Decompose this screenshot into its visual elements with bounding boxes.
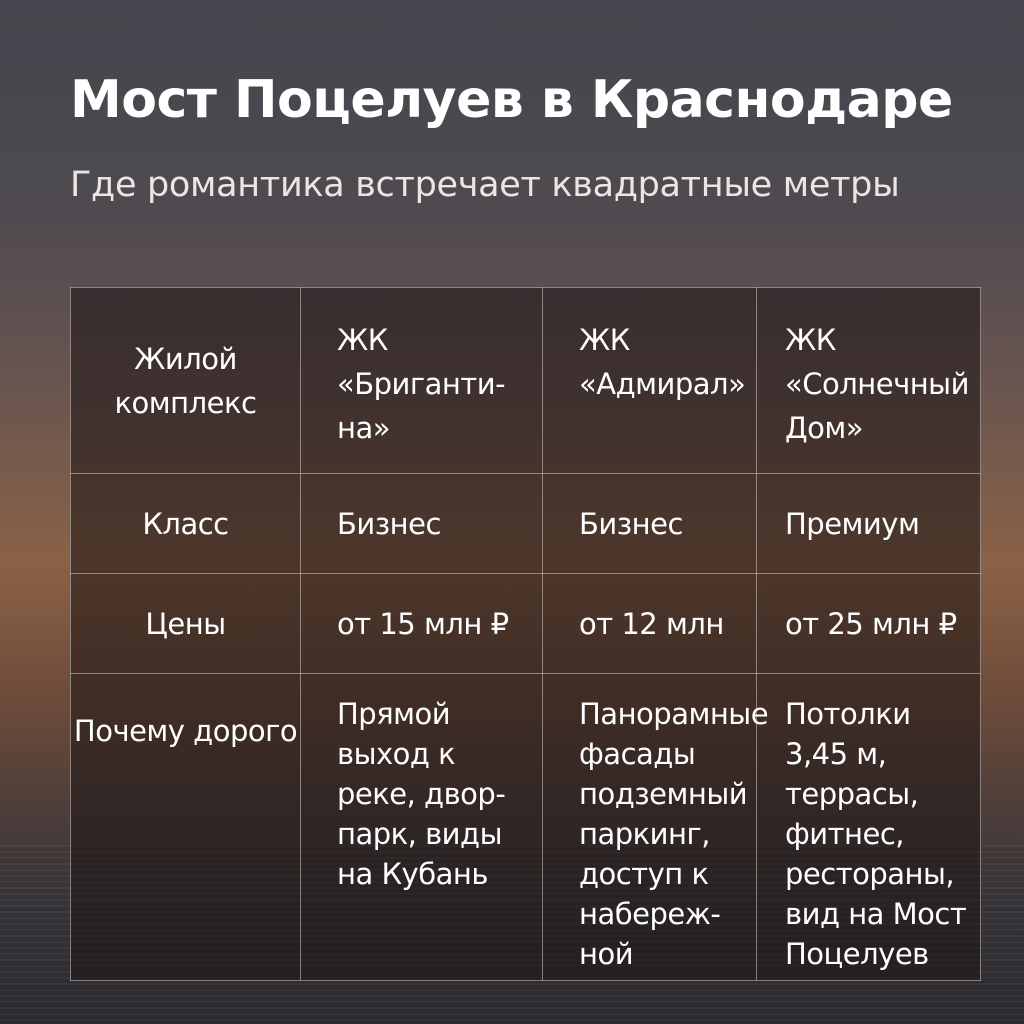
table-cell: Премиум	[756, 473, 981, 574]
table-cell: от 25 млн ₽	[756, 573, 981, 674]
table-cell: ЖК «Солнечный Дом»	[756, 287, 981, 474]
table-row: Класс Бизнес Бизнес Премиум	[70, 473, 981, 574]
table-row: Жилой комплекс ЖК «Бриганти-на» ЖК «Адми…	[70, 287, 981, 474]
table-cell: от 12 млн	[542, 573, 757, 674]
table-cell: ЖК «Адмирал»	[542, 287, 757, 474]
table-cell: Потолки 3,45 м, террасы, фитнес, рестора…	[756, 673, 981, 981]
page-title: Мост Поцелуев в Краснодаре	[70, 70, 953, 130]
table-cell: Панорамные фасады подземный паркинг, дос…	[542, 673, 769, 981]
table-cell: Прямой выход к реке, двор-парк, виды на …	[300, 673, 543, 981]
table-cell: ЖК «Бриганти-на»	[300, 287, 543, 474]
row-label: Почему дорого	[70, 673, 301, 981]
table-row: Почему дорого Прямой выход к реке, двор-…	[70, 673, 981, 981]
row-label: Жилой комплекс	[70, 287, 301, 474]
table-cell: от 15 млн ₽	[300, 573, 543, 674]
row-label: Класс	[70, 473, 301, 574]
table-row: Цены от 15 млн ₽ от 12 млн от 25 млн ₽	[70, 573, 981, 674]
row-label: Цены	[70, 573, 301, 674]
table-cell: Бизнес	[542, 473, 757, 574]
page-subtitle: Где романтика встречает квадратные метры	[70, 165, 900, 205]
table-cell: Бизнес	[300, 473, 543, 574]
comparison-table: Жилой комплекс ЖК «Бриганти-на» ЖК «Адми…	[70, 287, 981, 981]
